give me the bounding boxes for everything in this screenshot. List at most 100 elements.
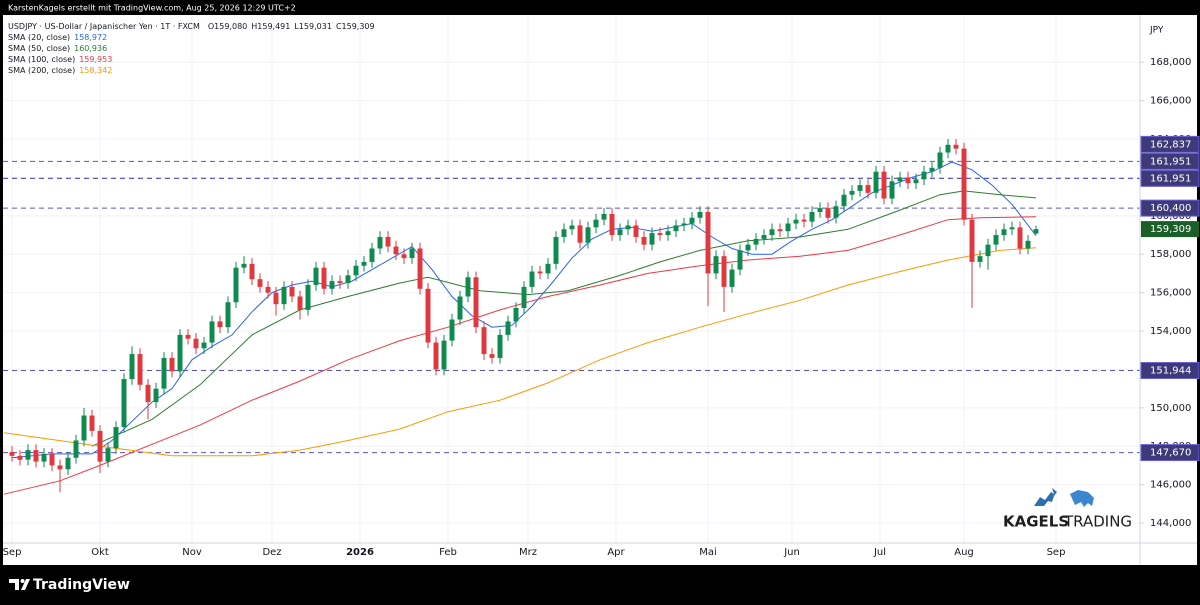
- candle-body: [601, 213, 607, 220]
- candle-body: [881, 171, 887, 199]
- candle-body: [737, 250, 743, 270]
- candle-body: [249, 263, 255, 280]
- x-tick-label: Okt: [91, 547, 109, 558]
- candle-body: [809, 211, 815, 222]
- candle-body: [961, 148, 967, 220]
- sma-value: 160,936: [74, 44, 107, 53]
- sma-value: 159,953: [79, 55, 112, 64]
- candle-body: [97, 430, 103, 462]
- candle-body: [377, 236, 383, 249]
- y-tick-label: 166,000: [1150, 96, 1191, 107]
- watermark-brand: KAGELS: [1003, 513, 1069, 531]
- y-tick-label: 156,000: [1150, 288, 1191, 299]
- candle-body: [393, 246, 399, 255]
- candle-body: [617, 229, 623, 236]
- candle-body: [137, 354, 143, 385]
- level-label: 161,951: [1150, 173, 1191, 184]
- footer-logo-icon: [9, 579, 30, 590]
- credit: KarstenKagels erstellt mit TradingView.c…: [8, 4, 296, 13]
- candle-body: [177, 334, 183, 372]
- candle-body: [777, 229, 783, 232]
- candle-body: [201, 342, 207, 349]
- candle-body: [745, 244, 751, 251]
- candle-body: [905, 177, 911, 184]
- candle-body: [945, 144, 951, 153]
- sma-value: 158,342: [79, 66, 112, 75]
- bull-icon: [1034, 488, 1057, 506]
- candle-body: [769, 229, 775, 236]
- candle-body: [193, 338, 199, 349]
- candle-body: [385, 236, 391, 247]
- watermark: KAGELS TRADING: [1003, 488, 1132, 531]
- candle-body: [521, 286, 527, 308]
- candle-body: [633, 225, 639, 237]
- levels: [3, 160, 1140, 454]
- ohlc-key: L: [294, 22, 299, 31]
- candle-body: [273, 292, 279, 305]
- ohlc-key: C: [336, 22, 342, 31]
- ohlc-value: 159,309: [342, 22, 375, 31]
- candle-body: [673, 225, 679, 232]
- candle-body: [761, 235, 767, 239]
- x-tick-label: Nov: [182, 547, 202, 558]
- candle-body: [841, 194, 847, 207]
- candle-body: [585, 227, 591, 243]
- candle-body: [849, 190, 855, 195]
- candle-body: [497, 334, 503, 358]
- candle-body: [969, 219, 975, 262]
- candle-body: [921, 171, 927, 180]
- last-price-label: 159,309: [1150, 224, 1191, 235]
- candle-body: [257, 279, 263, 287]
- candle-body: [241, 263, 247, 268]
- footer: TradingView: [0, 565, 1200, 605]
- candle-body: [625, 225, 631, 230]
- candle-body: [825, 208, 831, 218]
- level-label: 162,837: [1150, 139, 1191, 150]
- candle-body: [289, 286, 295, 297]
- footer-bar: [0, 565, 1200, 605]
- candle-body: [433, 342, 439, 370]
- candle-body: [481, 327, 487, 355]
- candle-body: [529, 271, 535, 287]
- candle-body: [25, 450, 31, 460]
- candle-body: [649, 233, 655, 245]
- candle-body: [913, 179, 919, 184]
- x-tick-label: Feb: [439, 547, 457, 558]
- candle-body: [233, 267, 239, 303]
- ohlc-value: 159,031: [299, 22, 332, 31]
- candle-body: [857, 185, 863, 191]
- candle-body: [977, 256, 983, 262]
- x-tick-label: Sep: [3, 547, 22, 558]
- x-tick-label: Dez: [262, 547, 281, 558]
- candle-body: [553, 236, 559, 264]
- candle-body: [1025, 240, 1031, 249]
- candle-body: [81, 415, 87, 441]
- candle-body: [161, 357, 167, 389]
- ohlc-value: 159,491: [257, 22, 290, 31]
- candle-body: [121, 379, 127, 428]
- level-label: 160,400: [1150, 203, 1191, 214]
- sma-name: SMA (20, close): [8, 33, 70, 42]
- candle-body: [953, 144, 959, 149]
- candle-body: [449, 319, 455, 341]
- candle-body: [865, 185, 871, 193]
- candle-body: [569, 225, 575, 230]
- candle-body: [465, 277, 471, 297]
- candles: [9, 139, 1039, 493]
- axes: 144,000146,000148,000150,000152,000154,0…: [3, 57, 1200, 558]
- candle-body: [329, 281, 335, 289]
- candle-body: [209, 321, 215, 343]
- candle-body: [401, 254, 407, 259]
- currency: JPY: [1149, 26, 1164, 36]
- candle-body: [65, 457, 71, 470]
- sma-legend: SMA (200, close) 158,342: [8, 66, 112, 75]
- candle-body: [545, 263, 551, 274]
- sma-name: SMA (100, close): [8, 55, 75, 64]
- bear-icon: [1070, 490, 1094, 507]
- candle-body: [345, 275, 351, 284]
- candle-body: [537, 271, 543, 274]
- candle-body: [337, 281, 343, 284]
- candle-body: [9, 451, 15, 456]
- candle-body: [425, 288, 431, 343]
- candle-body: [49, 453, 55, 466]
